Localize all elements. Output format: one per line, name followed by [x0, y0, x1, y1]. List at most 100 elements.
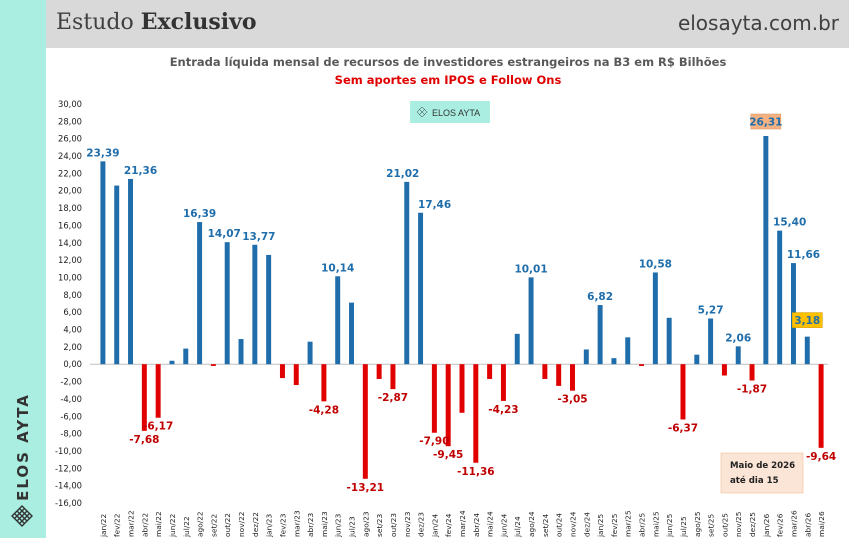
bar [763, 136, 769, 365]
bar [528, 277, 534, 365]
bar [445, 364, 451, 447]
x-tick-label: out/23 [389, 513, 398, 537]
bar [777, 230, 783, 365]
bar [266, 254, 272, 365]
x-tick-label: nov/22 [237, 512, 246, 537]
brand-vertical-name: ELOS AYTA [4, 392, 42, 502]
bar [570, 364, 575, 391]
data-label: -11,36 [457, 466, 495, 478]
bar [376, 364, 382, 379]
x-tick-label: fev/26 [776, 513, 785, 537]
data-label: 3,18 [794, 315, 820, 327]
y-tick-label: 30,00 [58, 99, 82, 109]
y-tick-label: 12,00 [58, 255, 82, 265]
y-tick-label: 6,00 [63, 307, 82, 317]
brand-badge-text: ELOS AYTA [432, 108, 480, 118]
bar [293, 364, 299, 386]
x-axis: jan/22 fev/22 mar/22 abr/22 mai/22 jun/22 jul/… [99, 510, 826, 538]
bar-chart: Entrada líquida mensal de recursos de in… [55, 55, 836, 538]
x-tick-label: ago/22 [196, 511, 205, 537]
data-label: 13,77 [242, 231, 275, 243]
date-note-line1: Maio de 2026 [730, 461, 795, 471]
data-label: -4,28 [309, 404, 339, 416]
bar [169, 360, 175, 365]
y-tick-label: 4,00 [63, 325, 82, 335]
x-tick-label: nov/24 [568, 511, 577, 537]
y-tick-label: 2,00 [63, 342, 82, 352]
bar [804, 336, 810, 365]
bar [542, 364, 548, 379]
x-tick-label: jun/24 [499, 513, 508, 538]
x-tick-label: mar/23 [292, 510, 301, 537]
chart-title: Entrada líquida mensal de recursos de in… [170, 55, 727, 69]
data-label: -4,23 [488, 404, 518, 416]
x-tick-label: mai/26 [817, 511, 826, 537]
x-tick-label: fev/25 [610, 513, 619, 537]
x-tick-label: jul/22 [182, 516, 191, 538]
bar [155, 364, 161, 418]
y-tick-label: 0,00 [63, 359, 82, 369]
x-tick-label: mar/24 [458, 510, 467, 537]
x-tick-label: mai/22 [154, 511, 163, 537]
bar [487, 364, 493, 379]
bar [625, 337, 631, 365]
x-tick-label: nov/23 [403, 511, 412, 537]
y-tick-label: 22,00 [58, 168, 82, 178]
bar [404, 181, 410, 365]
y-tick-label: 16,00 [58, 220, 82, 230]
x-tick-label: jul/23 [348, 516, 357, 538]
bar [238, 339, 244, 365]
bar [666, 317, 672, 365]
data-label: 16,39 [183, 208, 216, 220]
x-tick-label: jul/24 [513, 516, 522, 538]
x-tick-label: set/24 [541, 514, 550, 537]
brand-sidebar: ELOS AYTA [0, 0, 46, 538]
data-label: 23,39 [86, 147, 119, 159]
x-tick-label: jan/26 [762, 514, 771, 538]
bar [556, 364, 562, 386]
brand-badge: ELOS AYTA [410, 101, 490, 123]
y-tick-label: 28,00 [58, 116, 82, 126]
data-label: 21,02 [386, 168, 419, 180]
x-tick-label: fev/23 [278, 513, 287, 537]
y-tick-label: -12,00 [55, 463, 82, 473]
bar [390, 364, 396, 390]
x-tick-label: ago/23 [361, 511, 370, 537]
x-tick-label: abr/23 [306, 513, 315, 537]
bar [431, 364, 437, 433]
bar [100, 161, 106, 365]
lattice-knot-icon [416, 106, 428, 118]
bar [735, 346, 741, 365]
y-tick-label: 24,00 [58, 151, 82, 161]
data-label: -6,37 [668, 422, 698, 434]
date-note-line2: até dia 15 [730, 475, 779, 486]
y-tick-label: 18,00 [58, 203, 82, 213]
x-tick-label: fev/24 [444, 513, 453, 537]
y-tick-label: -16,00 [55, 498, 82, 508]
data-label: -7,90 [419, 436, 449, 448]
y-tick-label: -10,00 [55, 446, 82, 456]
y-tick-label: -2,00 [60, 377, 82, 387]
x-tick-label: jan/23 [265, 514, 274, 538]
x-tick-label: jan/22 [99, 514, 108, 538]
bar [749, 364, 755, 381]
bar [694, 354, 700, 365]
x-tick-label: mai/24 [486, 511, 495, 537]
bar [473, 364, 479, 463]
data-label: -7,68 [129, 434, 159, 446]
y-tick-label: -4,00 [60, 394, 82, 404]
brand-vertical-text: ELOS AYTA [14, 393, 32, 501]
lattice-knot-icon [11, 505, 33, 527]
x-tick-label: mar/25 [624, 510, 633, 537]
x-tick-label: abr/25 [638, 513, 647, 537]
data-label: 2,06 [725, 332, 751, 344]
x-tick-label: set/22 [209, 514, 218, 537]
data-label: 14,07 [208, 228, 241, 240]
x-tick-label: jan/25 [596, 514, 605, 538]
bar [349, 302, 354, 365]
x-tick-label: mar/22 [127, 510, 136, 537]
bar [721, 364, 727, 376]
bar [279, 364, 285, 379]
y-tick-label: 14,00 [58, 238, 82, 248]
x-tick-label: jul/25 [679, 516, 688, 538]
